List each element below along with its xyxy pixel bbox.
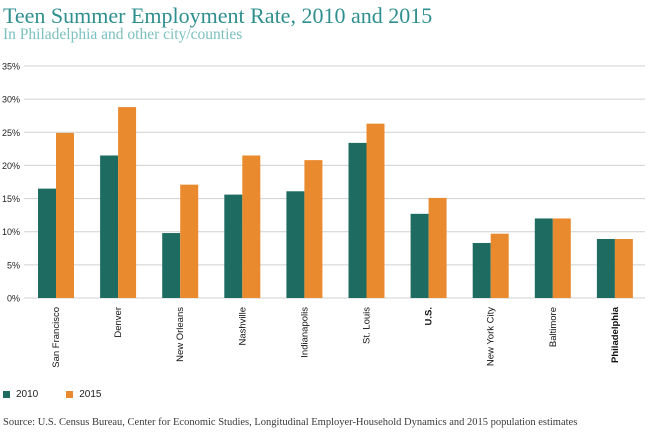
chart-subtitle: In Philadelphia and other city/counties (3, 26, 243, 43)
bar-2015-baltimore (552, 218, 571, 298)
bar-2010-denver (100, 155, 119, 298)
x-tick-label: San Francisco (51, 307, 62, 368)
bar-chart: 0% 5% 10% 15% 20% 25% 30% 35% San Francisco Denve… (2, 62, 645, 368)
source-note: Source: U.S. Census Bureau, Center for E… (3, 417, 578, 428)
y-tick-label: 25% (2, 128, 20, 138)
y-tick-label: 0% (7, 294, 20, 304)
bar-2010-st-louis (348, 142, 367, 298)
bar-2015-indianapolis (304, 160, 323, 298)
bar-2010-indianapolis (286, 191, 305, 298)
bar-2015-u-s- (428, 197, 447, 298)
legend-item-2015: 2015 (66, 389, 102, 400)
x-tick-label: New Orleans (175, 307, 186, 362)
legend-label-2015: 2015 (79, 389, 102, 400)
bar-2015-san-francisco (56, 132, 74, 298)
y-tick-label: 10% (2, 227, 20, 237)
bar-2015-philadelphia (614, 239, 633, 298)
bar-2015-st-louis (366, 123, 385, 298)
y-tick-label: 30% (2, 95, 20, 105)
bar-2015-denver (118, 107, 137, 299)
x-tick-label: Baltimore (548, 307, 559, 347)
bar-2010-san-francisco (38, 188, 56, 298)
bar-2010-new-york-city (472, 242, 491, 298)
x-tick-label: Philadelphia (610, 306, 621, 363)
bar-2015-nashville (242, 155, 261, 298)
y-tick-label: 15% (2, 194, 20, 204)
legend-item-2010: 2010 (3, 389, 38, 400)
bar-2010-u-s- (410, 213, 429, 298)
chart-title: Teen Summer Employment Rate, 2010 and 20… (3, 3, 433, 28)
x-tick-label: U.S. (424, 307, 435, 325)
y-tick-label: 5% (7, 260, 20, 270)
y-tick-label: 20% (2, 161, 20, 171)
x-tick-label: St. Louis (362, 307, 373, 344)
bar-2015-new-orleans (180, 184, 199, 298)
bar-2015-new-york-city (490, 233, 509, 298)
x-tick-label: Indianapolis (299, 307, 310, 358)
legend: 2010 2015 (3, 389, 130, 400)
bar-2010-nashville (224, 194, 243, 298)
x-tick-label: Nashville (237, 307, 248, 346)
legend-swatch-2015 (66, 391, 74, 398)
x-tick-label: Denver (113, 307, 124, 338)
bar-2010-philadelphia (596, 239, 615, 298)
bar-2010-baltimore (534, 218, 553, 298)
legend-swatch-2010 (3, 391, 10, 398)
bar-2010-new-orleans (162, 233, 181, 298)
x-tick-label: New York City (486, 307, 497, 366)
y-tick-label: 35% (2, 62, 20, 72)
legend-label-2010: 2010 (16, 389, 39, 400)
